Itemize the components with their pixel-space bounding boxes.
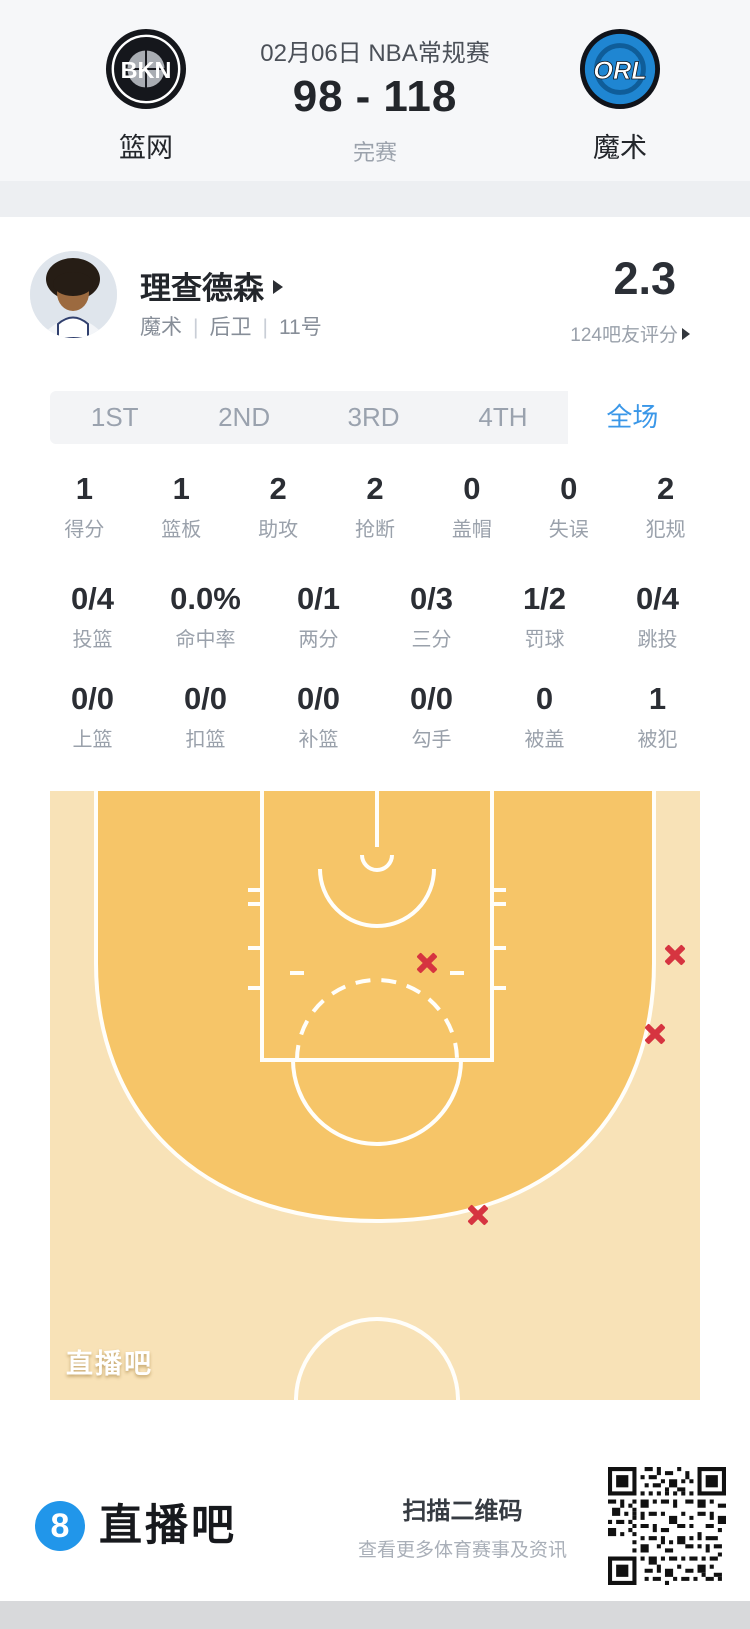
match-status: 完赛 (352, 140, 397, 165)
brand-logo-icon: 8 (35, 1501, 85, 1551)
stat-fouled: 1 被犯 (637, 681, 678, 751)
team-away-name: 魔术 (593, 133, 647, 163)
court-image (50, 791, 700, 1400)
tab-3rd[interactable]: 3RD (347, 402, 400, 432)
stats-row-shot-types: 0/0 上篮 0/0 扣篮 0/0 补篮 0/0 勾手 0 被盖 1 被犯 (36, 680, 714, 752)
qr-caption: 扫描二维码 查看更多体育赛事及资讯 (340, 1491, 585, 1562)
missed-shot-marker (643, 1022, 667, 1046)
player-team: 魔术 (140, 316, 182, 339)
tab-2nd[interactable]: 2ND (218, 402, 271, 432)
stat-rebounds: 1 篮板 (161, 471, 202, 541)
player-avatar[interactable] (30, 251, 117, 338)
stat-steals: 2 抢断 (354, 471, 395, 541)
stat-dunk: 0/0 扣篮 (183, 681, 228, 751)
qr-caption-title: 扫描二维码 (402, 1498, 523, 1525)
stat-layup: 0/0 上篮 (70, 681, 115, 751)
tab-full-game[interactable]: 全场 (567, 391, 698, 444)
stats-row-basic: 1 得分 1 篮板 2 助攻 2 抢断 0 盖帽 0 失误 2 犯规 (36, 470, 714, 542)
meta-separator: | (193, 316, 199, 339)
stat-fg: 0/4 投篮 (70, 581, 115, 651)
home-indicator-bar (0, 1601, 750, 1629)
stat-jumpshot: 0/4 跳投 (635, 581, 680, 651)
missed-shot-marker (663, 943, 687, 967)
section-divider (0, 181, 750, 217)
brand-name: 直播吧 (99, 1502, 237, 1550)
stat-blocks: 0 盖帽 (451, 471, 492, 541)
missed-shot-marker (415, 951, 439, 975)
home-score: 98 (292, 72, 344, 121)
tab-1st[interactable]: 1ST (90, 402, 139, 432)
qr-code (608, 1467, 726, 1585)
stat-assists: 2 助攻 (258, 471, 299, 541)
rating-note-text: 124吧友评分 (570, 325, 678, 346)
svg-text:BKN: BKN (121, 57, 172, 83)
team-home-name: 篮网 (119, 133, 173, 163)
stat-putback: 0/0 补篮 (296, 681, 341, 751)
stat-points: 1 得分 (64, 471, 105, 541)
player-name: 理查德森 (140, 271, 264, 306)
tab-4th[interactable]: 4TH (478, 402, 528, 432)
qr-caption-subtitle: 查看更多体育赛事及资讯 (357, 1540, 567, 1561)
team-home[interactable]: BKN 篮网 (85, 28, 207, 165)
stat-turnovers: 0 失误 (548, 471, 589, 541)
score-separator: - (355, 72, 372, 121)
stat-fouls: 2 犯规 (645, 471, 686, 541)
stats-row-shooting: 0/4 投篮 0.0% 命中率 0/1 两分 0/3 三分 1/2 罚球 0/4 跳投 (36, 580, 714, 652)
player-position: 后卫 (209, 316, 252, 339)
stat-ft: 1/2 罚球 (522, 581, 567, 651)
stat-2pt: 0/1 两分 (296, 581, 341, 651)
stat-got-blocked: 0 被盖 (524, 681, 565, 751)
player-detail-arrow-icon (273, 280, 283, 294)
stat-3pt: 0/3 三分 (409, 581, 454, 651)
stat-hook: 0/0 勾手 (409, 681, 454, 751)
match-header: 02月06日 NBA常规赛 98-118 完赛 BKN 篮网 ORL 魔术 (0, 0, 750, 181)
player-number: 11号 (278, 316, 322, 339)
away-score: 118 (383, 72, 458, 121)
svg-text:ORL: ORL (593, 57, 647, 85)
player-meta: 魔术 | 后卫 | 11号 (140, 311, 322, 341)
team-away[interactable]: ORL 魔术 (559, 28, 681, 165)
shot-chart: 直播吧 (50, 791, 700, 1400)
player-name-row[interactable]: 理查德森 (140, 263, 283, 308)
match-score: 98-118 (0, 72, 750, 122)
team-away-logo-icon: ORL (579, 28, 661, 110)
rating-note[interactable]: 124吧友评分 (570, 320, 690, 347)
match-date: 02月06日 NBA常规赛 (260, 40, 490, 67)
stat-fg-pct: 0.0% 命中率 (170, 581, 241, 651)
quarter-tabbar: 1ST 2ND 3RD 4TH 全场 (50, 391, 698, 444)
court-watermark: 直播吧 (66, 1349, 153, 1379)
player-rating: 2.3 (613, 253, 676, 304)
meta-separator: | (262, 316, 268, 339)
missed-shot-marker (466, 1203, 490, 1227)
player-photo (30, 251, 117, 338)
team-home-logo-icon: BKN (105, 28, 187, 110)
rating-arrow-icon (682, 327, 690, 340)
